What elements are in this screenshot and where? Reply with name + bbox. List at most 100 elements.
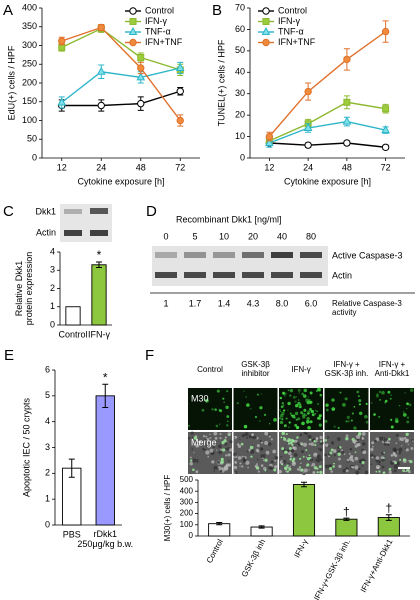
stain-dot <box>281 402 285 405</box>
marker <box>137 64 145 72</box>
blot <box>152 246 328 286</box>
tissue-dot <box>213 469 216 472</box>
tissue-dot <box>297 443 301 447</box>
micrograph <box>370 388 414 430</box>
stain-dot <box>287 409 289 411</box>
stain-dot <box>388 467 392 471</box>
stain-dot <box>291 459 295 463</box>
stain-dot <box>319 393 323 397</box>
tissue-dot <box>196 459 199 461</box>
tissue-dot <box>291 461 296 466</box>
marker <box>129 18 137 25</box>
y-tick-label: 6 <box>45 364 50 374</box>
stain-dot <box>264 469 267 472</box>
stain-dot <box>220 457 224 461</box>
legend-label: TNF-α <box>278 26 304 36</box>
marker <box>303 122 313 131</box>
stain-dot <box>250 455 253 458</box>
tissue-dot <box>294 439 298 443</box>
tissue-dot <box>355 442 360 447</box>
legend-label: TNF-α <box>145 26 171 36</box>
tissue-dot <box>280 455 283 458</box>
stain-dot <box>306 420 310 424</box>
tissue-dot <box>224 436 227 439</box>
column-label: GSK-3β inhibitor <box>241 360 270 378</box>
tissue-dot <box>293 453 298 457</box>
band-label: Active Caspase-3 <box>332 250 403 260</box>
marker <box>343 139 351 147</box>
stain-dot <box>245 396 247 398</box>
marker <box>265 132 274 141</box>
blot-title: Recombinant Dkk1 [ng/ml] <box>176 214 282 224</box>
stain-dot <box>353 426 357 430</box>
tissue-dot <box>371 441 375 445</box>
y-tick-label: 50 <box>27 134 37 144</box>
y-tick-label: 500 <box>180 475 194 484</box>
stain-dot <box>351 437 355 441</box>
tissue-dot <box>315 453 318 456</box>
marker <box>265 137 274 146</box>
stain-dot <box>216 389 220 393</box>
stain-dot <box>361 460 365 465</box>
marker <box>381 27 390 36</box>
tissue-dot <box>218 450 222 455</box>
stain-dot <box>383 457 385 460</box>
blot-band <box>184 252 206 258</box>
stain-dot <box>288 446 292 450</box>
stain-dot <box>268 423 271 425</box>
y-tick-label: 400 <box>22 2 37 12</box>
stain-dot <box>192 468 195 472</box>
marker <box>381 143 390 151</box>
tissue-dot <box>382 441 385 444</box>
tissue-dot <box>333 454 337 457</box>
stain-dot <box>306 417 310 421</box>
stain-dot <box>345 420 348 423</box>
stain-dot <box>408 403 412 407</box>
marker <box>262 38 270 47</box>
legend-label: IFN+TNF <box>278 37 316 47</box>
tissue-dot <box>289 455 293 458</box>
bar <box>91 264 107 326</box>
micrograph <box>324 388 369 430</box>
stain-dot <box>318 465 322 469</box>
stain-dot <box>364 414 368 419</box>
activity-value: 4.3 <box>247 298 260 308</box>
tissue-dot <box>311 462 316 467</box>
tissue-dot <box>243 458 246 461</box>
stain-dot <box>376 393 379 396</box>
activity-value: 1.4 <box>218 298 231 308</box>
tissue-dot <box>308 442 312 446</box>
stain-dot <box>289 412 292 415</box>
stain-dot <box>278 417 282 420</box>
tissue-dot <box>364 470 369 475</box>
stain-dot <box>402 411 405 413</box>
legend-label: IFN-γ <box>145 16 167 26</box>
tissue-dot <box>212 445 215 449</box>
stain-dot <box>305 449 308 452</box>
stain-dot <box>405 407 408 410</box>
stain-dot <box>403 458 406 462</box>
y-tick-label: 2 <box>45 468 50 478</box>
stain-dot <box>350 419 353 422</box>
tissue-dot <box>216 460 221 464</box>
tissue-dot <box>223 442 228 446</box>
stain-dot <box>389 397 392 400</box>
tissue-dot <box>229 440 233 444</box>
tissue-dot <box>356 434 361 439</box>
tissue-dot <box>229 448 233 452</box>
stain-dot <box>316 471 319 474</box>
tissue-dot <box>209 448 214 453</box>
tissue-dot <box>239 438 241 440</box>
tissue-dot <box>268 465 273 470</box>
stain-dot <box>297 388 301 392</box>
stain-dot <box>325 403 329 407</box>
stain-dot <box>273 468 277 472</box>
blot-band <box>213 252 235 258</box>
tissue-dot <box>219 432 222 436</box>
stain-dot <box>288 426 290 428</box>
y-tick-label: 50 <box>235 45 245 55</box>
y-tick-label: 2 <box>50 283 55 293</box>
marker <box>381 125 390 134</box>
stain-dot <box>222 397 225 400</box>
lane-label: 80 <box>306 231 316 241</box>
